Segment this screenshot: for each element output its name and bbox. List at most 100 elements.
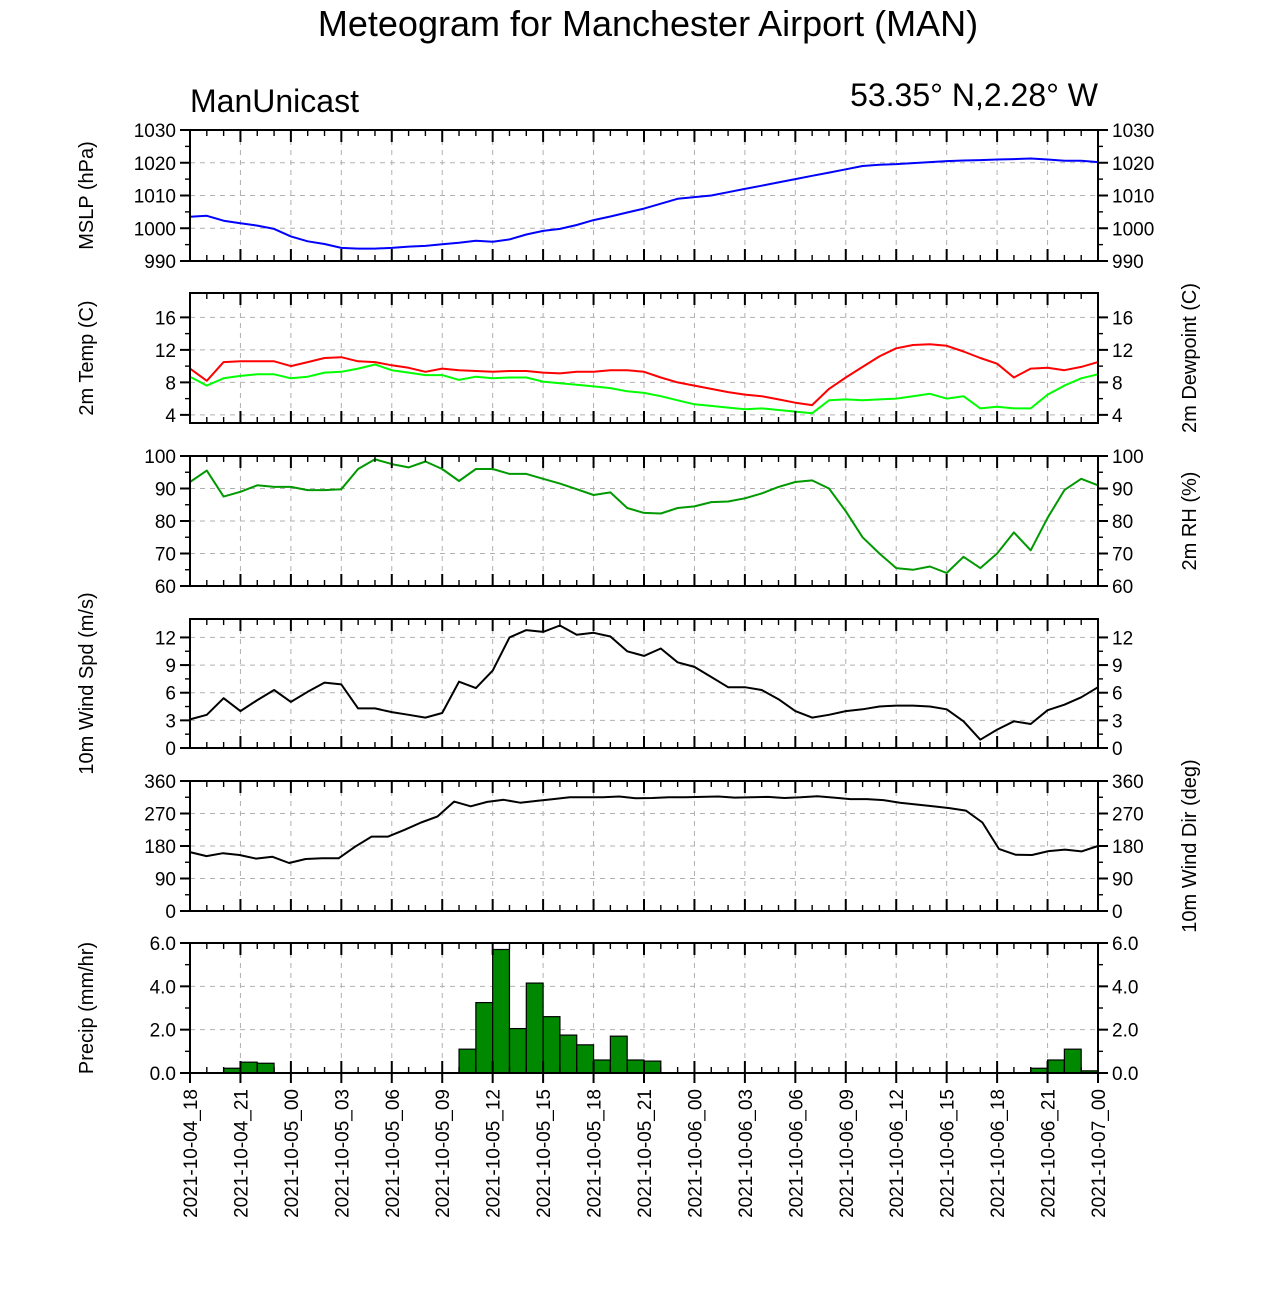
y-tick-label-left: 4.0 [150,977,176,998]
y-tick-label-right: 70 [1112,545,1133,566]
time-tick-label: 2021-10-04_18 [181,1089,202,1218]
y-tick-label-right: 0 [1112,739,1123,760]
y-tick-label-right: 8 [1112,373,1123,394]
y-tick-label-left: 1020 [134,154,176,175]
y-tick-label-left: 1000 [134,219,176,240]
location-label: 53.35° N,2.28° W [850,77,1099,113]
time-axis: 2021-10-04_18 2021-10-04_21 2021-10-05_00 2… [181,1073,1110,1218]
y-tick-label-left: 0 [165,739,176,760]
y-tick-label-left: 12 [155,341,176,362]
y-tick-label-right: 100 [1112,447,1144,468]
y-tick-label-right: 270 [1112,805,1144,826]
y-tick-label-right: 60 [1112,577,1133,598]
time-tick-label: 2021-10-05_06 [383,1089,404,1218]
time-tick-label: 2021-10-05_21 [635,1089,656,1218]
precip-bar [592,1059,611,1074]
time-tick-label: 2021-10-04_21 [231,1089,252,1218]
precip-bar [626,1059,645,1074]
panel-precip: 0.0 0.0 2.0 2.0 4.0 4.0 6.0 6.0 Precip (mm/hr) [76,934,1138,1085]
y-axis-title-right: 2m RH (%) [1179,472,1201,571]
y-tick-label-right: 80 [1112,512,1133,533]
y-tick-label-right: 3 [1112,711,1123,732]
precip-bar [525,982,544,1074]
y-axis-title-left: 10m Wind Spd (m/s) [76,592,98,774]
precip-bar [239,1061,258,1074]
y-tick-label-right: 1030 [1112,121,1154,142]
series-line-temp-0 [189,343,1099,407]
y-tick-label-left: 80 [155,512,176,533]
y-tick-label-right: 0 [1112,902,1123,923]
y-axis-title-left: Precip (mm/hr) [76,942,98,1074]
y-axis-title-left: 2m Temp (C) [76,300,98,415]
precip-bar [256,1062,275,1074]
y-tick-label-right: 0.0 [1112,1064,1138,1085]
time-tick-label: 2021-10-05_03 [332,1089,353,1218]
y-tick-label-left: 90 [155,480,176,501]
y-tick-label-right: 90 [1112,480,1133,501]
y-tick-label-left: 70 [155,545,176,566]
y-tick-label-left: 270 [144,805,176,826]
y-tick-label-left: 360 [144,772,176,793]
y-tick-label-right: 1000 [1112,219,1154,240]
time-tick-label: 2021-10-06_12 [887,1089,908,1218]
y-tick-label-left: 6 [165,684,176,705]
time-tick-label: 2021-10-06_06 [786,1089,807,1218]
y-tick-label-right: 1010 [1112,187,1154,208]
time-tick-label: 2021-10-05_12 [484,1089,505,1218]
y-tick-label-left: 0.0 [150,1064,176,1085]
y-axis-title-right: 2m Dewpoint (C) [1179,283,1201,433]
precip-bar [458,1048,477,1074]
y-tick-label-right: 180 [1112,837,1144,858]
y-tick-label-right: 4.0 [1112,977,1138,998]
y-tick-label-left: 8 [165,373,176,394]
series-line-temp-1 [189,363,1099,415]
time-tick-label: 2021-10-07_00 [1089,1089,1110,1218]
series-line-wspd-0 [189,624,1099,741]
y-tick-label-left: 9 [165,656,176,677]
precip-bar [609,1035,628,1074]
time-tick-label: 2021-10-06_21 [1039,1089,1060,1218]
y-tick-label-left: 12 [155,628,176,649]
y-tick-label-right: 6.0 [1112,934,1138,955]
series-line-mslp-0 [189,157,1099,250]
y-tick-label-right: 360 [1112,772,1144,793]
y-tick-label-right: 16 [1112,308,1133,329]
time-tick-label: 2021-10-06_18 [988,1089,1009,1218]
y-tick-label-right: 6 [1112,684,1123,705]
time-tick-label: 2021-10-05_09 [433,1089,454,1218]
precip-bar [475,1001,494,1074]
y-tick-label-right: 12 [1112,628,1133,649]
time-tick-label: 2021-10-06_09 [837,1089,858,1218]
panel-rh: 60 60 70 70 80 80 90 90 100 100 2m RH (%) [144,447,1201,598]
panel-temp: 4 4 8 8 12 12 16 16 2m Temp (C) 2m Dewpoint (C) [76,283,1201,433]
time-tick-label: 2021-10-06_03 [736,1089,757,1218]
time-tick-label: 2021-10-06_15 [938,1089,959,1218]
panel-mslp: 990 990 1000 1000 1010 1010 1020 1020 1030 1030 MS… [76,121,1154,273]
panel-wdir: 0 0 90 90 180 180 270 270 360 360 10m Wind Dir (de… [144,759,1201,932]
y-tick-label-left: 100 [144,447,176,468]
series-line-rh-0 [189,458,1099,574]
y-tick-label-left: 180 [144,837,176,858]
y-tick-label-left: 4 [165,406,176,427]
y-tick-label-right: 990 [1112,252,1144,273]
y-tick-label-left: 1010 [134,187,176,208]
time-tick-label: 2021-10-05_15 [534,1089,555,1218]
y-tick-label-right: 9 [1112,656,1123,677]
time-tick-label: 2021-10-05_18 [585,1089,606,1218]
time-tick-label: 2021-10-06_00 [685,1089,706,1218]
precip-bar [643,1060,662,1074]
precip-bar [492,948,511,1074]
series-line-wdir-0 [189,795,1099,864]
panel-wspd: 0 0 3 3 6 6 9 9 12 12 10m Wind Spd (m/s) [76,592,1133,774]
y-tick-label-left: 990 [144,252,176,273]
y-tick-label-right: 1020 [1112,154,1154,175]
y-tick-label-left: 90 [155,870,176,891]
y-axis-title-right: 10m Wind Dir (deg) [1179,759,1201,932]
y-tick-label-left: 60 [155,577,176,598]
time-tick-label: 2021-10-05_00 [282,1089,303,1218]
y-tick-label-right: 2.0 [1112,1021,1138,1042]
y-tick-label-left: 6.0 [150,934,176,955]
precip-bar [508,1027,527,1074]
